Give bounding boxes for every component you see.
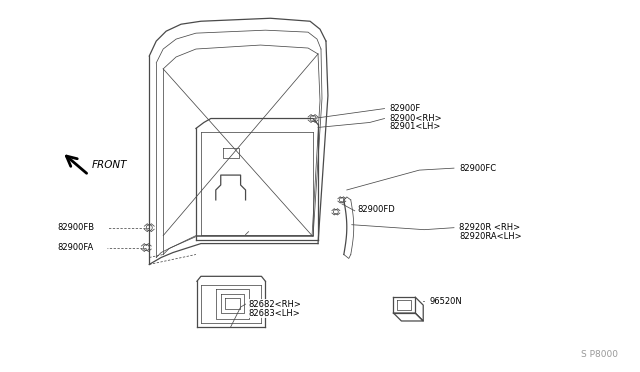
Text: S P8000: S P8000	[580, 350, 618, 359]
Text: 96520N: 96520N	[429, 296, 462, 306]
Text: 82900FA: 82900FA	[57, 243, 93, 252]
Text: 82920R <RH>: 82920R <RH>	[459, 223, 520, 232]
Text: 82900<RH>: 82900<RH>	[390, 114, 442, 123]
Text: 82900F: 82900F	[390, 104, 420, 113]
Text: 82683<LH>: 82683<LH>	[248, 308, 300, 318]
Text: FRONT: FRONT	[92, 160, 127, 170]
Text: 82901<LH>: 82901<LH>	[390, 122, 441, 131]
Text: 82900FB: 82900FB	[57, 223, 94, 232]
Text: 82900FD: 82900FD	[358, 205, 396, 214]
Text: 82920RA<LH>: 82920RA<LH>	[459, 232, 522, 241]
Text: 82900FC: 82900FC	[459, 164, 496, 173]
Text: 82682<RH>: 82682<RH>	[248, 299, 301, 309]
